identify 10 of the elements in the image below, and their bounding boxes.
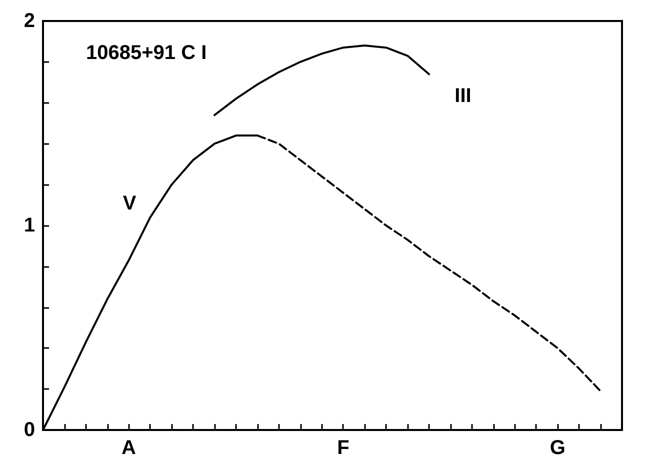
series-label: V [122,192,137,214]
annotation: 10685+91 C I [86,42,207,64]
y-tick-label: 0 [24,419,35,441]
y-tick-label: 2 [24,10,35,32]
x-tick-label: G [550,437,566,459]
series-label: III [454,85,472,108]
line-series [214,44,430,116]
y-tick-label: 1 [24,214,35,236]
x-tick-label: F [337,437,350,459]
x-tick-label: A [122,437,136,459]
